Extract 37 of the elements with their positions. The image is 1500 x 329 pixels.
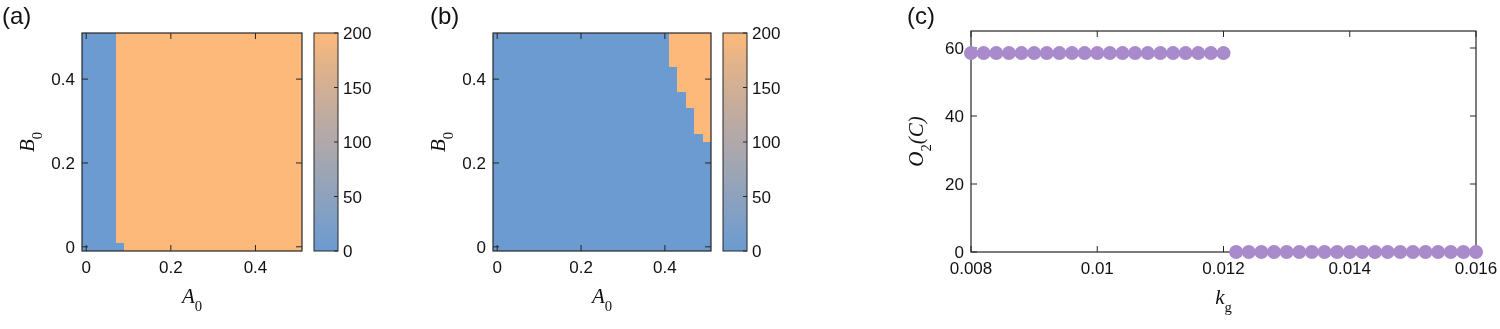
y-tick-label: 20 [945, 175, 964, 194]
y-tick-label: 0.2 [51, 153, 75, 173]
y-tick-label: 0.4 [462, 70, 486, 90]
x-tick-label: 0.4 [243, 258, 268, 277]
x-tick-label: 0 [81, 258, 91, 277]
y-tick-label: 0.4 [51, 70, 75, 90]
x-tick-label: 0 [492, 258, 502, 277]
color-bar-label: 200 [343, 24, 372, 43]
y-tick-label: 0 [476, 237, 486, 257]
x-tick-label: 0.01 [1080, 259, 1114, 278]
color-bar-label: 150 [752, 78, 781, 98]
color-bar-label: 200 [752, 24, 781, 43]
y-tick-label: 0 [954, 243, 964, 262]
x-axis-title: k$_{g}$ [1215, 285, 1233, 315]
y-tick-label: 40 [945, 107, 964, 126]
x-tick-label: 0.012 [1202, 259, 1245, 278]
color-bar-label: 0 [752, 242, 762, 261]
x-axis-title: A$_{0}$ [179, 284, 203, 314]
chart-title: (c) [907, 2, 935, 29]
y-tick-label: 0.2 [462, 153, 486, 173]
y-tick-label: 0 [65, 237, 75, 257]
x-axis-title: A$_{0}$ [589, 284, 613, 314]
color-bar-label: 50 [752, 187, 771, 207]
y-tick-label: 60 [945, 39, 964, 58]
x-tick-label: 0.014 [1328, 259, 1372, 278]
color-bar-label: 150 [343, 78, 372, 98]
x-tick-label: 0.2 [569, 258, 593, 277]
color-bar-label: 100 [752, 133, 781, 152]
x-tick-label: 0.2 [159, 258, 183, 277]
color-bar-label: 0 [343, 242, 353, 261]
x-tick-label: 0.008 [949, 259, 993, 278]
x-tick-label: 0.016 [1454, 259, 1498, 278]
color-bar-label: 50 [343, 187, 362, 207]
chart-title: (b) [430, 2, 460, 29]
chart-title: (a) [2, 2, 32, 29]
x-tick-label: 0.4 [653, 258, 677, 277]
color-bar-label: 100 [343, 133, 372, 152]
